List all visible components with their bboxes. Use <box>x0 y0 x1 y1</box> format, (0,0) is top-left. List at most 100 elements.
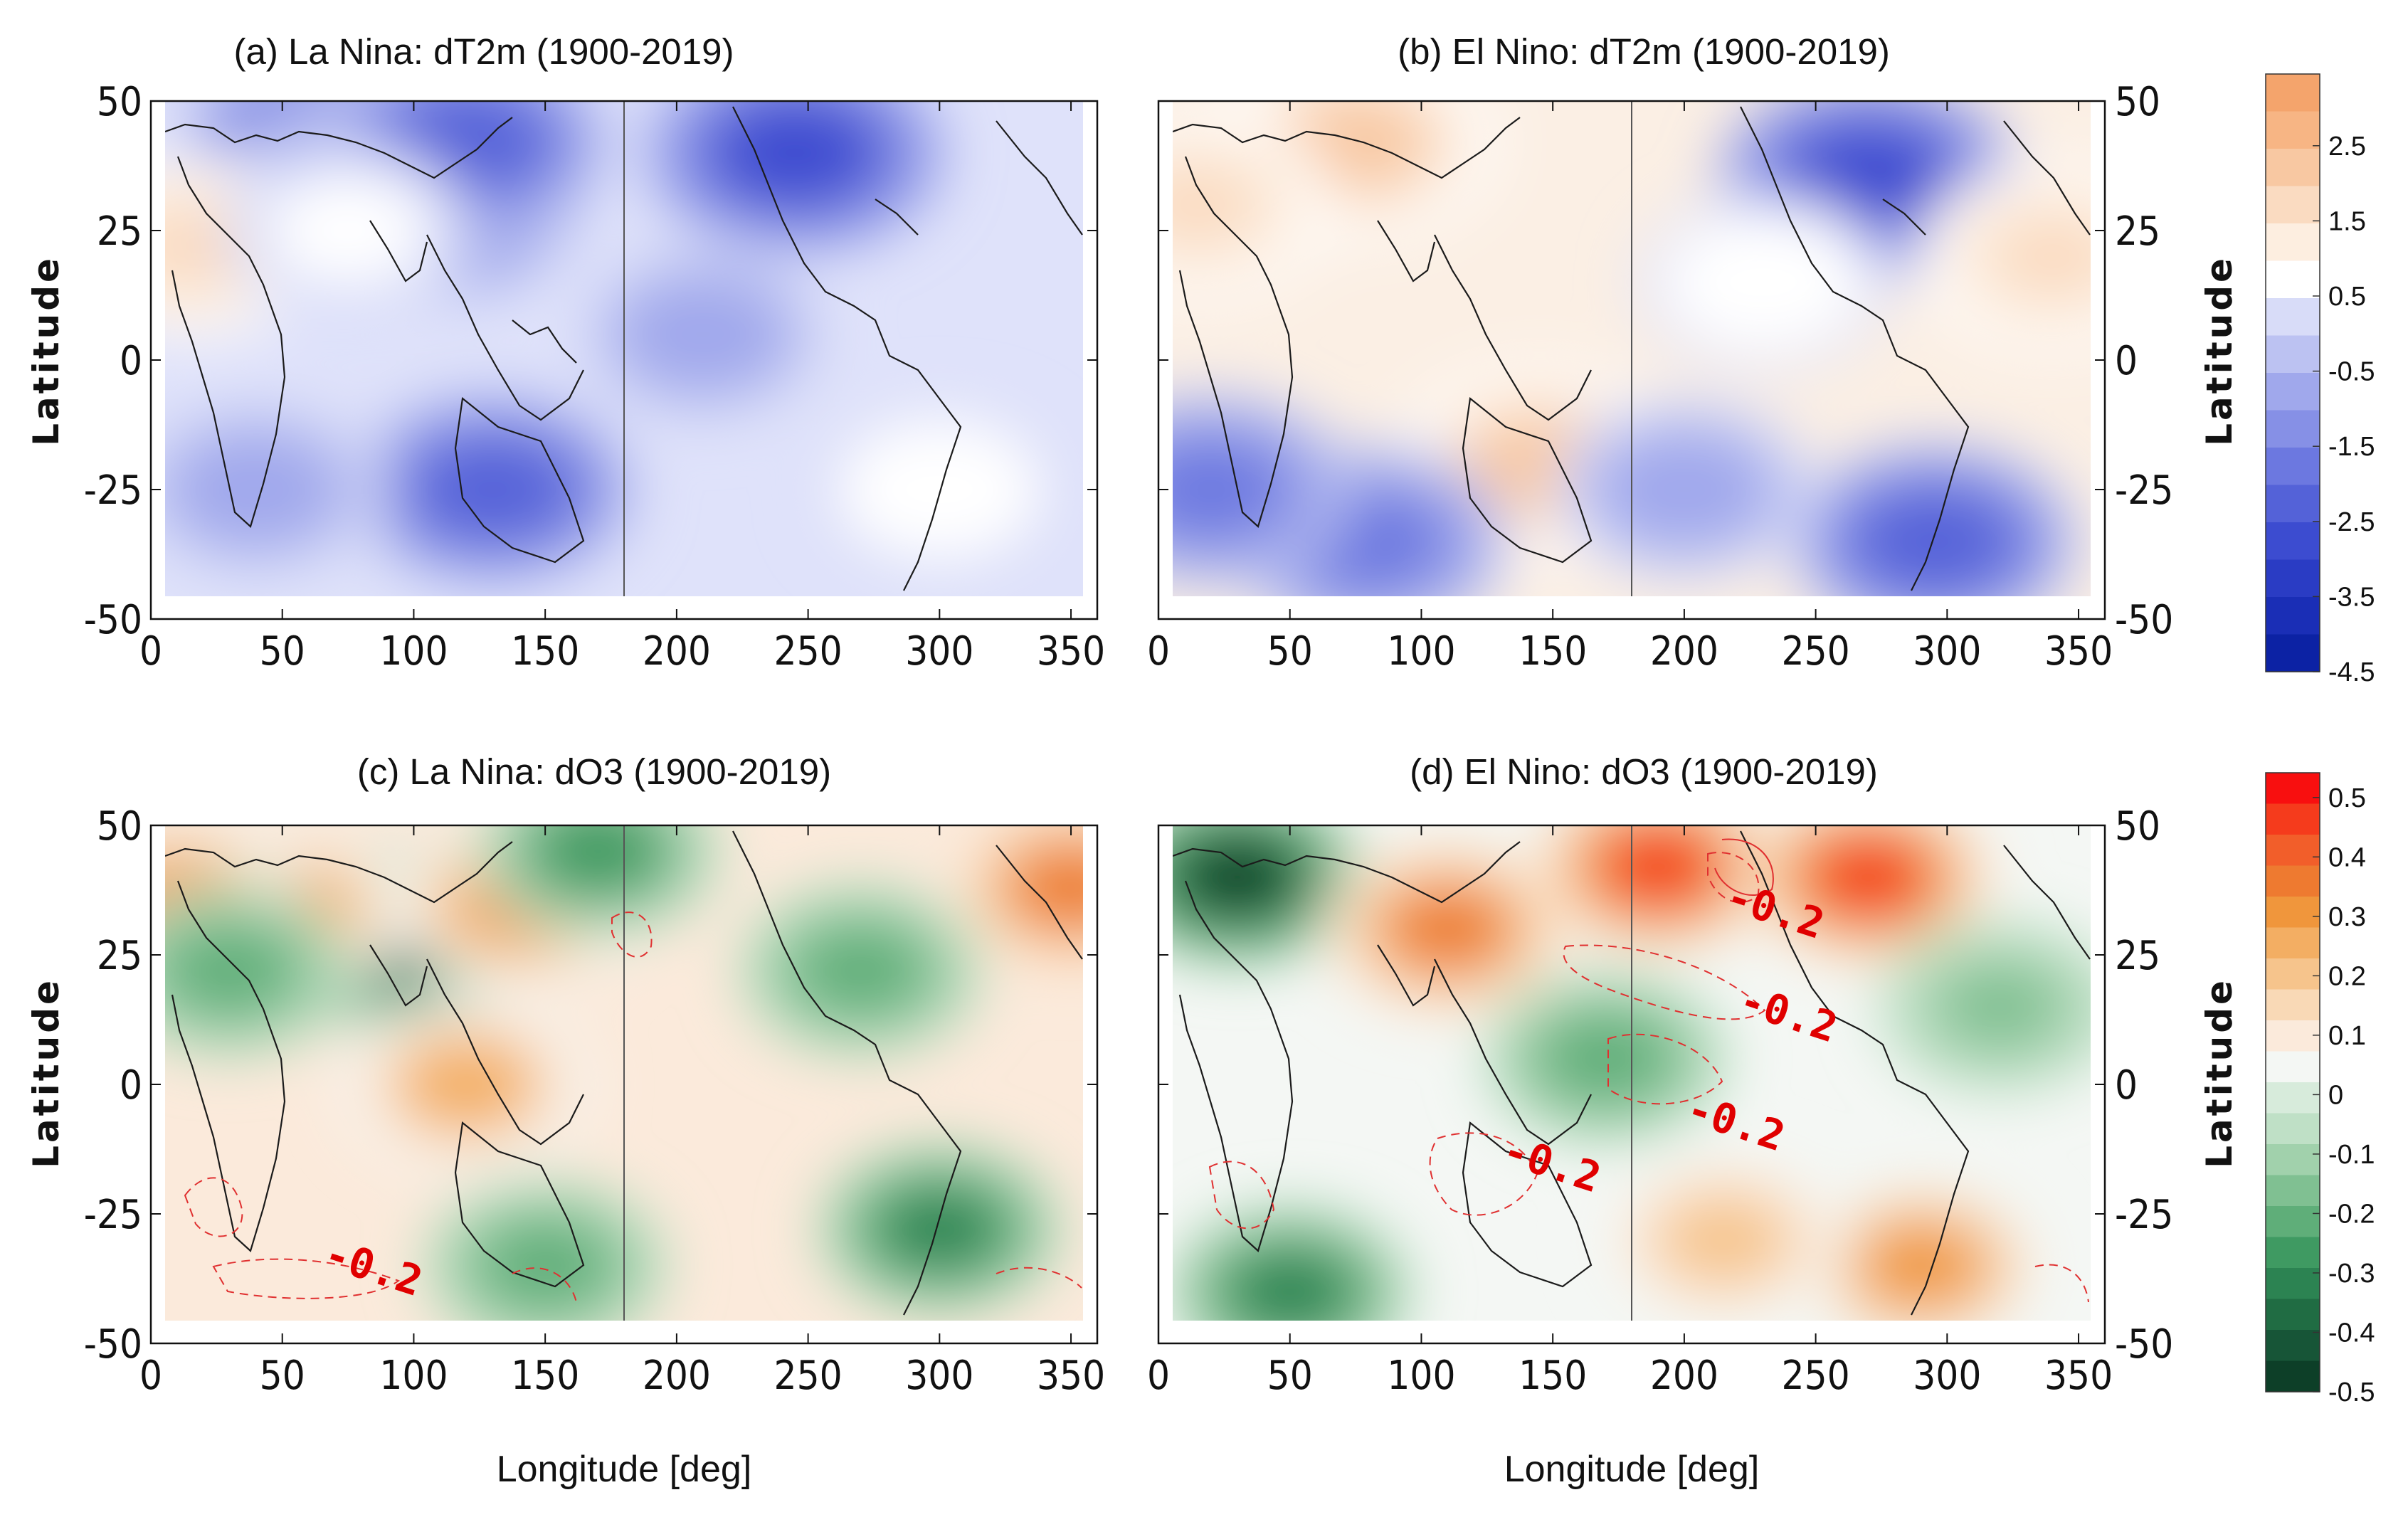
panel-d-coastlines <box>1173 830 2091 1316</box>
anomaly-region <box>474 825 722 939</box>
colorbar-swatch <box>2266 597 2320 635</box>
colorbar-swatch <box>2266 1020 2320 1052</box>
colorbar-tick-label: 2.5 <box>2328 132 2366 162</box>
colorbar-swatch <box>2266 1082 2320 1114</box>
y-tick-label: 50 <box>97 79 142 125</box>
y-tick-label: 50 <box>2115 79 2160 125</box>
anomaly-region <box>813 401 1066 578</box>
anomaly-region <box>1553 398 1815 581</box>
x-tick-label: 300 <box>1913 628 1981 675</box>
x-tick-label: 150 <box>1519 628 1587 675</box>
anomaly-level <box>1704 243 1822 322</box>
anomaly-region <box>1173 111 1334 298</box>
colorbar-swatch <box>2266 1237 2320 1269</box>
anomaly-region <box>1788 443 2079 596</box>
colorbar-swatch <box>2266 897 2320 929</box>
anomaly-region <box>165 398 387 581</box>
panel-d-ylabel: Latitude <box>2199 978 2240 1168</box>
panel-c-title: (c) La Nina: dO3 (1900-2019) <box>357 751 831 792</box>
anomaly-level <box>1862 1226 1980 1305</box>
y-tick-label: 0 <box>2115 1062 2138 1109</box>
colorbar-swatch <box>2266 865 2320 897</box>
anomaly-region <box>347 391 638 588</box>
colorbar-swatch <box>2266 835 2320 867</box>
x-tick-label: 250 <box>1782 628 1850 675</box>
panel-c-dashed-contours <box>184 911 1082 1303</box>
anomaly-region <box>165 884 353 1057</box>
anomaly-region <box>815 1142 1064 1316</box>
x-tick-label: 100 <box>1387 1353 1455 1399</box>
y-tick-label: -50 <box>2115 1321 2173 1368</box>
panel-d-xlabel: Longitude [deg] <box>1504 1449 1760 1490</box>
colorbar-frame <box>2265 73 2320 672</box>
x-tick-label: 250 <box>774 628 843 675</box>
x-tick-label: 300 <box>905 628 973 675</box>
colorbar-swatch <box>2266 1299 2320 1331</box>
y-tick-label: -25 <box>84 1192 142 1238</box>
x-tick-label: 100 <box>379 628 448 675</box>
colorbar-swatch <box>2266 1330 2320 1362</box>
panel-c-coastlines <box>165 830 1083 1316</box>
panel-c: (c) La Nina: dO3 (1900-2019) -0.2 0 50 100… <box>26 751 1105 1490</box>
colorbar-tick-label: -0.1 <box>2328 1140 2375 1170</box>
y-tick-label: 50 <box>97 803 142 850</box>
colorbar-swatch <box>2266 373 2320 411</box>
x-tick-label: 0 <box>139 1353 162 1399</box>
x-tick-label: 200 <box>643 1353 711 1399</box>
anomaly-level <box>1942 968 2058 1046</box>
panel-d: (d) El Nino: dO3 (1900-2019) -0.2-0.2-0.… <box>1147 751 2240 1490</box>
anomaly-level <box>1173 446 1277 533</box>
colorbar-swatch <box>2266 260 2320 299</box>
panel-d-solid-contour <box>1714 838 1774 897</box>
colorbar-swatch <box>2266 1360 2320 1392</box>
anomaly-region <box>1482 972 1728 1146</box>
x-tick-label: 0 <box>1147 1353 1170 1399</box>
colorbar-swatch <box>2266 223 2320 262</box>
anomaly-region <box>422 1179 668 1321</box>
panel-b-title: (b) El Nino: dT2m (1900-2019) <box>1398 31 1890 72</box>
anomaly-level <box>1809 837 1928 917</box>
anomaly-level <box>1988 214 2091 299</box>
anomaly-level <box>803 931 919 1010</box>
anomaly-level <box>171 931 288 1010</box>
anomaly-level <box>539 825 656 891</box>
y-tick-label: -25 <box>84 467 142 514</box>
anomaly-level <box>1389 889 1506 968</box>
panel-b: (b) El Nino: dT2m (1900-2019) 0 50 100 150 2… <box>1147 31 2240 675</box>
y-tick-label: 25 <box>2115 933 2160 979</box>
panel-a-coastlines <box>165 106 1083 591</box>
panel-d-dashed-contours <box>1208 852 2089 1303</box>
anomaly-level <box>724 107 866 199</box>
colorbar-tick-label: -3.5 <box>2328 582 2375 612</box>
anomaly-level <box>1012 848 1083 927</box>
anomaly-region <box>1173 393 1352 586</box>
x-tick-label: 300 <box>905 1353 973 1399</box>
anomaly-level <box>194 448 318 531</box>
colorbar-swatch <box>2266 1268 2320 1300</box>
x-tick-label: 350 <box>2044 1353 2113 1399</box>
colorbar-tick-label: 0.2 <box>2328 961 2366 991</box>
colorbar-swatch <box>2266 149 2320 187</box>
colorbar-tick-label: -0.5 <box>2328 1378 2375 1407</box>
x-tick-label: 250 <box>1782 1353 1850 1399</box>
x-tick-label: 150 <box>1519 1353 1587 1399</box>
x-tick-label: 0 <box>139 628 162 675</box>
y-tick-label: 0 <box>120 1062 142 1109</box>
anomaly-region <box>946 825 1083 975</box>
x-tick-label: 150 <box>511 628 579 675</box>
colorbar-swatch <box>2266 448 2320 486</box>
panel-a-field <box>165 101 1066 588</box>
colorbar-swatch <box>2266 1206 2320 1238</box>
anomaly-level <box>641 293 765 375</box>
colorbar-swatch <box>2266 958 2320 990</box>
colorbar-tick-label: -0.4 <box>2328 1318 2375 1348</box>
anomaly-level <box>1865 497 2002 586</box>
colorbar-tick-label: -1.5 <box>2328 432 2375 462</box>
anomaly-region <box>224 143 472 318</box>
anomaly-level <box>1173 162 1262 247</box>
anomaly-region <box>1323 842 1573 1017</box>
x-tick-label: 150 <box>511 1353 579 1399</box>
anomaly-region <box>342 998 590 1171</box>
anomaly-level <box>1622 448 1746 531</box>
